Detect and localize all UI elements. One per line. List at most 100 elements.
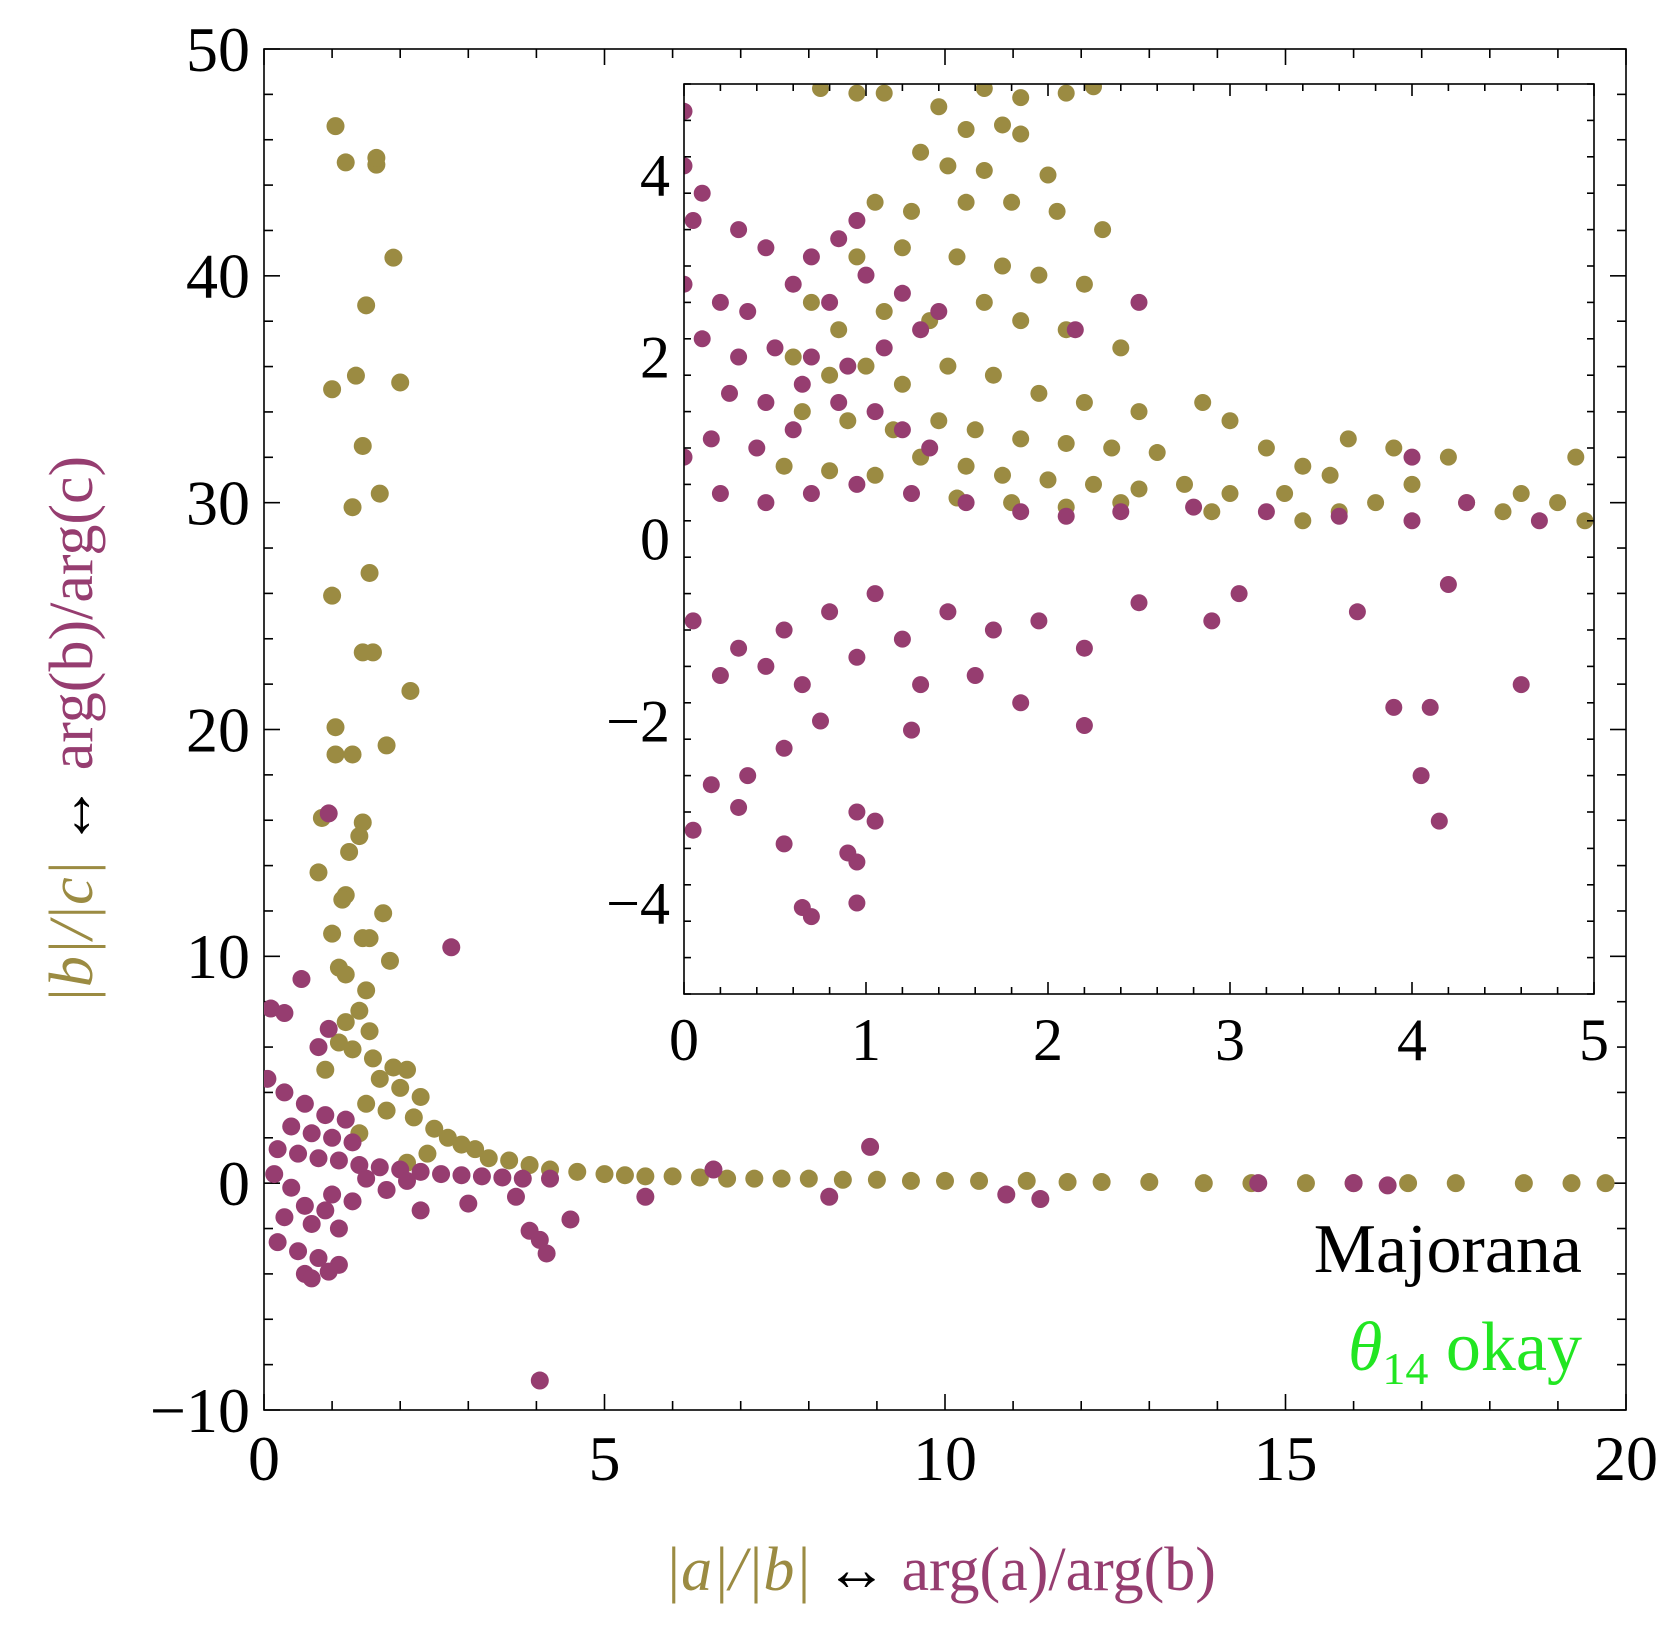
inset-phase-point bbox=[711, 485, 729, 502]
inset-phase-point bbox=[721, 384, 738, 402]
main-modulus-point bbox=[568, 1162, 587, 1181]
main-phase-point bbox=[302, 1214, 321, 1233]
inset-modulus-point bbox=[775, 457, 793, 475]
main-modulus-point bbox=[1446, 1174, 1465, 1193]
main-modulus-point bbox=[479, 1149, 498, 1168]
main-y-tick-label: −10 bbox=[150, 1375, 250, 1446]
inset-modulus-point bbox=[1012, 89, 1030, 107]
inset-modulus-point bbox=[1439, 448, 1457, 466]
annotation-majorana: Majorana bbox=[1314, 1211, 1582, 1288]
inset-modulus-point bbox=[866, 193, 884, 211]
main-modulus-point bbox=[370, 1069, 389, 1088]
main-modulus-point bbox=[398, 1060, 417, 1079]
inset-x-tick-label: 0 bbox=[669, 1007, 699, 1073]
main-modulus-point bbox=[326, 745, 345, 764]
main-phase-point bbox=[264, 1069, 277, 1088]
main-phase-point bbox=[295, 1094, 314, 1113]
main-modulus-point bbox=[1296, 1174, 1315, 1193]
main-phase-point bbox=[323, 1185, 342, 1204]
main-modulus-point bbox=[316, 1060, 335, 1079]
inset-phase-point bbox=[1385, 698, 1403, 716]
inset-phase-point bbox=[848, 894, 866, 912]
inset-modulus-point bbox=[930, 98, 948, 116]
inset-modulus-point bbox=[939, 157, 957, 175]
inset-modulus-point bbox=[1030, 266, 1048, 284]
inset-modulus-point bbox=[1048, 202, 1066, 220]
inset-y-tick-label: 4 bbox=[640, 142, 670, 208]
inset-phase-point bbox=[1075, 639, 1093, 657]
inset-phase-point bbox=[921, 439, 939, 457]
inset-phase-point bbox=[893, 630, 911, 648]
inset-modulus-point bbox=[1148, 444, 1166, 462]
main-phase-point bbox=[459, 1194, 478, 1213]
main-modulus-point bbox=[452, 1135, 471, 1154]
main-modulus-point bbox=[346, 366, 365, 385]
main-y-tick-label: 40 bbox=[186, 241, 250, 312]
inset-modulus-point bbox=[802, 293, 820, 311]
main-phase-point bbox=[343, 1192, 362, 1211]
main-phase-point bbox=[282, 1178, 301, 1197]
inset-modulus-point bbox=[1057, 434, 1075, 452]
inset-phase-point bbox=[730, 639, 748, 657]
main-modulus-point bbox=[380, 951, 399, 970]
main-phase-point bbox=[343, 1133, 362, 1152]
main-modulus-point bbox=[323, 924, 342, 943]
main-modulus-point bbox=[1058, 1173, 1077, 1192]
inset-phase-point bbox=[730, 798, 748, 816]
inset-phase-point bbox=[775, 739, 793, 757]
inset-phase-point bbox=[793, 676, 811, 694]
inset-phase-point bbox=[1530, 512, 1548, 530]
inset-modulus-point bbox=[1294, 512, 1312, 530]
main-modulus-point bbox=[329, 1033, 348, 1052]
inset-phase-point bbox=[848, 853, 866, 871]
main-phase-point bbox=[452, 1166, 471, 1185]
inset-modulus-point bbox=[784, 348, 802, 366]
inset-phase-point bbox=[784, 421, 802, 439]
inset-phase-point bbox=[739, 767, 757, 785]
main-phase-point bbox=[513, 1169, 532, 1188]
inset-phase-point bbox=[702, 430, 720, 448]
inset-phase-point bbox=[1203, 612, 1221, 630]
main-phase-point bbox=[861, 1137, 880, 1156]
inset-modulus-point bbox=[1221, 412, 1239, 430]
main-modulus-point bbox=[357, 1094, 376, 1113]
inset-y-tick-label: −2 bbox=[606, 688, 670, 754]
inset-phase-point bbox=[866, 585, 884, 603]
inset-modulus-point bbox=[1257, 439, 1275, 457]
main-modulus-point bbox=[360, 929, 379, 948]
main-scatter-points bbox=[264, 117, 1615, 1390]
inset-phase-point bbox=[839, 357, 857, 375]
y-label-arrow: ↔ bbox=[38, 784, 106, 846]
main-modulus-point bbox=[363, 1049, 382, 1068]
main-modulus-point bbox=[615, 1166, 634, 1185]
inset-phase-point bbox=[1512, 676, 1530, 694]
inset-phase-point bbox=[848, 475, 866, 493]
inset-y-tick-label: −4 bbox=[606, 870, 670, 936]
main-phase-point bbox=[636, 1187, 655, 1206]
inset-phase-point bbox=[757, 239, 775, 257]
main-phase-point bbox=[302, 1124, 321, 1143]
inset-modulus-point bbox=[975, 293, 993, 311]
main-modulus-point bbox=[343, 498, 362, 517]
inset-background bbox=[684, 84, 1594, 994]
main-x-tick-label: 20 bbox=[1594, 1423, 1658, 1494]
main-modulus-point bbox=[745, 1169, 764, 1188]
inset-phase-point bbox=[748, 439, 766, 457]
inset-y-tick-label: 2 bbox=[640, 324, 670, 390]
main-modulus-point bbox=[357, 296, 376, 315]
inset-modulus-point bbox=[994, 116, 1011, 134]
main-phase-point bbox=[289, 1242, 308, 1261]
main-phase-point bbox=[370, 1158, 389, 1177]
inset-modulus-point bbox=[957, 193, 975, 211]
main-modulus-point bbox=[1514, 1174, 1533, 1193]
inset-modulus-point bbox=[994, 466, 1011, 484]
main-phase-point bbox=[704, 1160, 723, 1179]
main-modulus-point bbox=[360, 1022, 379, 1041]
inset-modulus-point bbox=[1085, 84, 1102, 96]
okay-label: okay bbox=[1428, 1309, 1582, 1386]
y-label-modulus: |b|/|c| bbox=[38, 860, 106, 1004]
inset-modulus-point bbox=[1403, 475, 1421, 493]
inset-modulus-point bbox=[957, 457, 975, 475]
main-modulus-point bbox=[309, 863, 328, 882]
main-modulus-point bbox=[500, 1151, 519, 1170]
